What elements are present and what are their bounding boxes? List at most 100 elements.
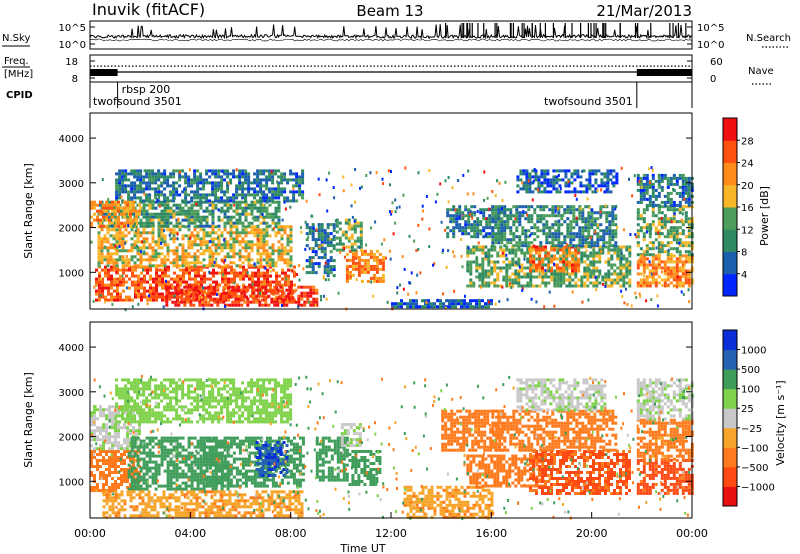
- heatmap-cell: [636, 173, 640, 177]
- heatmap-cell: [233, 274, 236, 278]
- heatmap-cell: [601, 251, 605, 255]
- heatmap-cell: [135, 225, 138, 229]
- heatmap-cell: [683, 263, 686, 267]
- heatmap-cell: [138, 212, 141, 216]
- heatmap-cell: [475, 260, 479, 264]
- heatmap-cell: [154, 215, 158, 219]
- heatmap-cell: [584, 217, 588, 221]
- heatmap-cell: [238, 184, 242, 188]
- heatmap-cell: [306, 291, 310, 295]
- heatmap-cell: [687, 182, 691, 186]
- heatmap-cell: [648, 241, 652, 245]
- heatmap-cell: [469, 281, 473, 285]
- heatmap-cell: [217, 189, 219, 192]
- heatmap-cell: [97, 231, 101, 235]
- heatmap-cell: [359, 242, 363, 246]
- heatmap-cell: [326, 232, 330, 236]
- heatmap-cell: [471, 216, 474, 220]
- heatmap-cell: [515, 261, 518, 265]
- heatmap-cell: [255, 294, 259, 298]
- heatmap-cell: [666, 257, 670, 261]
- heatmap-cell: [651, 247, 655, 251]
- heatmap-cell: [191, 277, 194, 281]
- heatmap-cell: [139, 175, 143, 179]
- heatmap-cell: [645, 244, 649, 248]
- heatmap-cell: [550, 278, 554, 282]
- heatmap-cell: [452, 226, 456, 230]
- heatmap-cell: [538, 254, 541, 258]
- heatmap-cell: [590, 241, 594, 245]
- heatmap-cell: [466, 302, 469, 306]
- heatmap-cell: [687, 269, 691, 273]
- heatmap-cell: [289, 205, 292, 209]
- heatmap-cell: [628, 263, 632, 267]
- heatmap-cell: [439, 305, 442, 309]
- heatmap-cell: [616, 226, 619, 230]
- heatmap-cell: [622, 254, 626, 258]
- heatmap-cell: [427, 305, 430, 309]
- heatmap-cell: [173, 280, 176, 284]
- heatmap-cell: [227, 277, 230, 281]
- heatmap-cell: [224, 274, 227, 278]
- heatmap-cell: [104, 274, 107, 278]
- heatmap-cell: [577, 284, 581, 288]
- heatmap-cell: [642, 191, 646, 195]
- heatmap-cell: [527, 208, 531, 212]
- heatmap-cell: [217, 240, 221, 244]
- heatmap-cell: [571, 263, 574, 267]
- heatmap-cell: [553, 262, 555, 266]
- heatmap-cell: [120, 195, 123, 199]
- heatmap-cell: [311, 265, 315, 269]
- heatmap-cell: [265, 184, 269, 188]
- heatmap-cell: [200, 246, 203, 250]
- heatmap-cell: [301, 178, 305, 182]
- heatmap-cell: [616, 281, 620, 285]
- heatmap-cell: [247, 231, 251, 235]
- heatmap-cell: [176, 232, 179, 236]
- heatmap-cell: [354, 267, 358, 271]
- heatmap-cell: [598, 248, 602, 252]
- heatmap-cell: [222, 297, 226, 301]
- heatmap-cell: [172, 172, 176, 176]
- heatmap-cell: [586, 263, 590, 267]
- heatmap-cell: [599, 215, 602, 219]
- heatmap-cell: [458, 211, 462, 215]
- heatmap-cell: [610, 254, 614, 258]
- heatmap-cell: [155, 289, 158, 293]
- heatmap-cell: [115, 190, 119, 194]
- heatmap-cell: [404, 166, 407, 170]
- heatmap-cell: [499, 254, 503, 258]
- heatmap-cell: [469, 209, 472, 213]
- heatmap-cell: [148, 243, 152, 247]
- heatmap-cell: [103, 237, 107, 241]
- heatmap-cell: [110, 280, 113, 284]
- heatmap-cell: [142, 199, 146, 203]
- heatmap-cell: [303, 303, 307, 307]
- heatmap-cell: [551, 226, 555, 230]
- heatmap-cell: [152, 298, 155, 302]
- heatmap-cell: [642, 188, 646, 192]
- heatmap-cell: [667, 283, 670, 287]
- heatmap-cell: [470, 229, 474, 233]
- heatmap-cell: [512, 220, 516, 224]
- heatmap-cell: [172, 224, 176, 228]
- heatmap-cell: [481, 299, 484, 303]
- heatmap-cell: [573, 178, 577, 182]
- heatmap-cell: [687, 272, 691, 276]
- heatmap-cell: [657, 260, 661, 264]
- heatmap-cell: [126, 206, 129, 210]
- heatmap-cell: [214, 196, 218, 200]
- heatmap-cell: [196, 234, 200, 238]
- heatmap-cell: [166, 249, 170, 253]
- heatmap-cell: [581, 169, 584, 173]
- heatmap-cell: [572, 232, 576, 236]
- heatmap-cell: [239, 274, 242, 278]
- heatmap-cell: [259, 199, 263, 203]
- heatmap-cell: [248, 283, 251, 287]
- heatmap-cell: [648, 194, 652, 198]
- heatmap-cell: [636, 176, 640, 180]
- heatmap-cell: [669, 203, 673, 207]
- heatmap-cell: [189, 285, 193, 289]
- heatmap-cell: [501, 199, 504, 202]
- heatmap-cell: [149, 268, 152, 272]
